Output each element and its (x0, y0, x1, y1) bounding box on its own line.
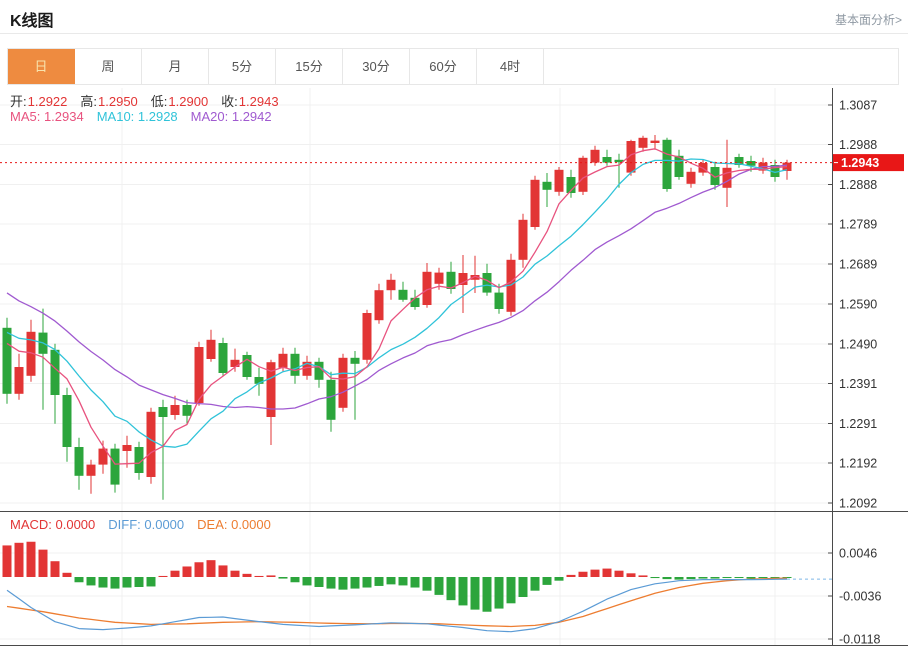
tab-15分[interactable]: 15分 (276, 49, 343, 84)
page-header: K线图 基本面分析> (0, 0, 908, 34)
svg-text:1.2789: 1.2789 (839, 218, 877, 232)
ohlc-legend-close: 收:1.2943 (221, 94, 279, 109)
svg-text:1.2943: 1.2943 (841, 156, 879, 170)
ma-legend-ma10: MA10: 1.2928 (96, 109, 178, 124)
svg-text:-0.0118: -0.0118 (839, 633, 881, 647)
ohlc-legend: 开:1.2922 高:1.2950 低:1.2900 收:1.2943 (10, 91, 292, 110)
tab-日[interactable]: 日 (8, 49, 75, 84)
macd-legend-diff: DIFF: 0.0000 (108, 517, 185, 532)
tab-5分[interactable]: 5分 (209, 49, 276, 84)
svg-text:1.2192: 1.2192 (839, 457, 877, 471)
fundamental-analysis-link[interactable]: 基本面分析> (834, 13, 902, 27)
ohlc-legend-open: 开:1.2922 (10, 94, 68, 109)
axes (0, 88, 908, 646)
svg-text:1.3087: 1.3087 (839, 99, 877, 113)
svg-text:-0.0036: -0.0036 (839, 589, 881, 603)
ma-legend: MA5: 1.2934 MA10: 1.2928 MA20: 1.2942 (10, 109, 285, 124)
svg-text:1.2888: 1.2888 (839, 178, 877, 192)
svg-text:1.2689: 1.2689 (839, 258, 877, 272)
tab-30分[interactable]: 30分 (343, 49, 410, 84)
svg-text:1.2391: 1.2391 (839, 377, 877, 391)
interval-tabbar: 日周月 5分 15分 30分 60分 4时 (7, 48, 899, 85)
svg-text:1.2092: 1.2092 (839, 497, 877, 511)
svg-text:1.2490: 1.2490 (839, 337, 877, 351)
svg-text:0.0046: 0.0046 (839, 546, 877, 560)
macd-histogram (2, 541, 792, 612)
ma-legend-ma20: MA20: 1.2942 (190, 109, 272, 124)
svg-text:1.2590: 1.2590 (839, 297, 877, 311)
price-axis-labels: 1.3087 1.2988 1.2888 1.2789 1.2689 1.2590 1.24… (828, 99, 881, 647)
current-price-tag: 1.2943 (833, 154, 904, 172)
macd-legend-macd: MACD: 0.0000 (10, 517, 96, 532)
tab-周[interactable]: 周 (75, 49, 142, 84)
tab-月[interactable]: 月 (142, 49, 209, 84)
ohlc-legend-high: 高:1.2950 (80, 94, 138, 109)
page-title: K线图 (10, 13, 54, 30)
ohlc-legend-low: 低:1.2900 (150, 94, 209, 109)
tab-4时[interactable]: 4时 (477, 49, 544, 84)
candlesticks (2, 135, 792, 500)
ma-legend-ma5: MA5: 1.2934 (10, 109, 84, 124)
svg-text:1.2291: 1.2291 (839, 417, 877, 431)
tab-60分[interactable]: 60分 (410, 49, 477, 84)
macd-legend: MACD: 0.0000 DIFF: 0.0000 DEA: 0.0000 (10, 517, 284, 532)
macd-legend-dea: DEA: 0.0000 (197, 517, 271, 532)
svg-text:1.2988: 1.2988 (839, 138, 877, 152)
